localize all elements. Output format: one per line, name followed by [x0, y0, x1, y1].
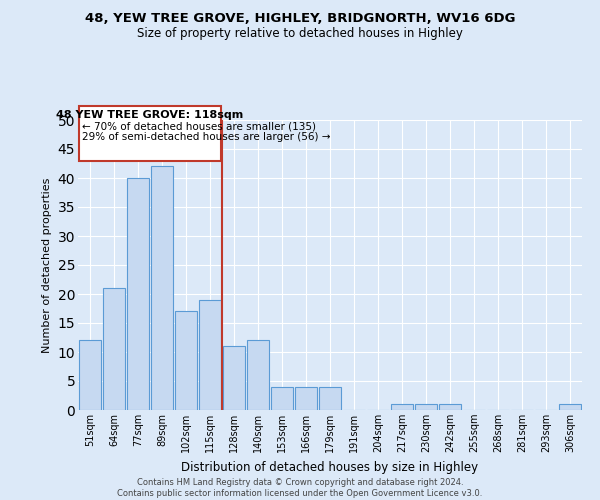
Bar [175, 312, 197, 410]
Bar [79, 340, 101, 410]
Bar [415, 404, 437, 410]
Text: 29% of semi-detached houses are larger (56) →: 29% of semi-detached houses are larger (… [82, 132, 330, 141]
Text: ← 70% of detached houses are smaller (135): ← 70% of detached houses are smaller (13… [82, 121, 316, 131]
Text: Size of property relative to detached houses in Highley: Size of property relative to detached ho… [137, 28, 463, 40]
Bar [247, 340, 269, 410]
Bar [151, 166, 173, 410]
Bar [439, 404, 461, 410]
FancyBboxPatch shape [79, 106, 221, 160]
X-axis label: Distribution of detached houses by size in Highley: Distribution of detached houses by size … [181, 460, 479, 473]
Bar [271, 387, 293, 410]
Text: 48, YEW TREE GROVE, HIGHLEY, BRIDGNORTH, WV16 6DG: 48, YEW TREE GROVE, HIGHLEY, BRIDGNORTH,… [85, 12, 515, 26]
Bar [391, 404, 413, 410]
Bar [127, 178, 149, 410]
Bar [223, 346, 245, 410]
Bar [559, 404, 581, 410]
Text: 48 YEW TREE GROVE: 118sqm: 48 YEW TREE GROVE: 118sqm [56, 110, 244, 120]
Bar [295, 387, 317, 410]
Bar [319, 387, 341, 410]
Text: Contains HM Land Registry data © Crown copyright and database right 2024.
Contai: Contains HM Land Registry data © Crown c… [118, 478, 482, 498]
Bar [103, 288, 125, 410]
Bar [199, 300, 221, 410]
Y-axis label: Number of detached properties: Number of detached properties [42, 178, 52, 352]
